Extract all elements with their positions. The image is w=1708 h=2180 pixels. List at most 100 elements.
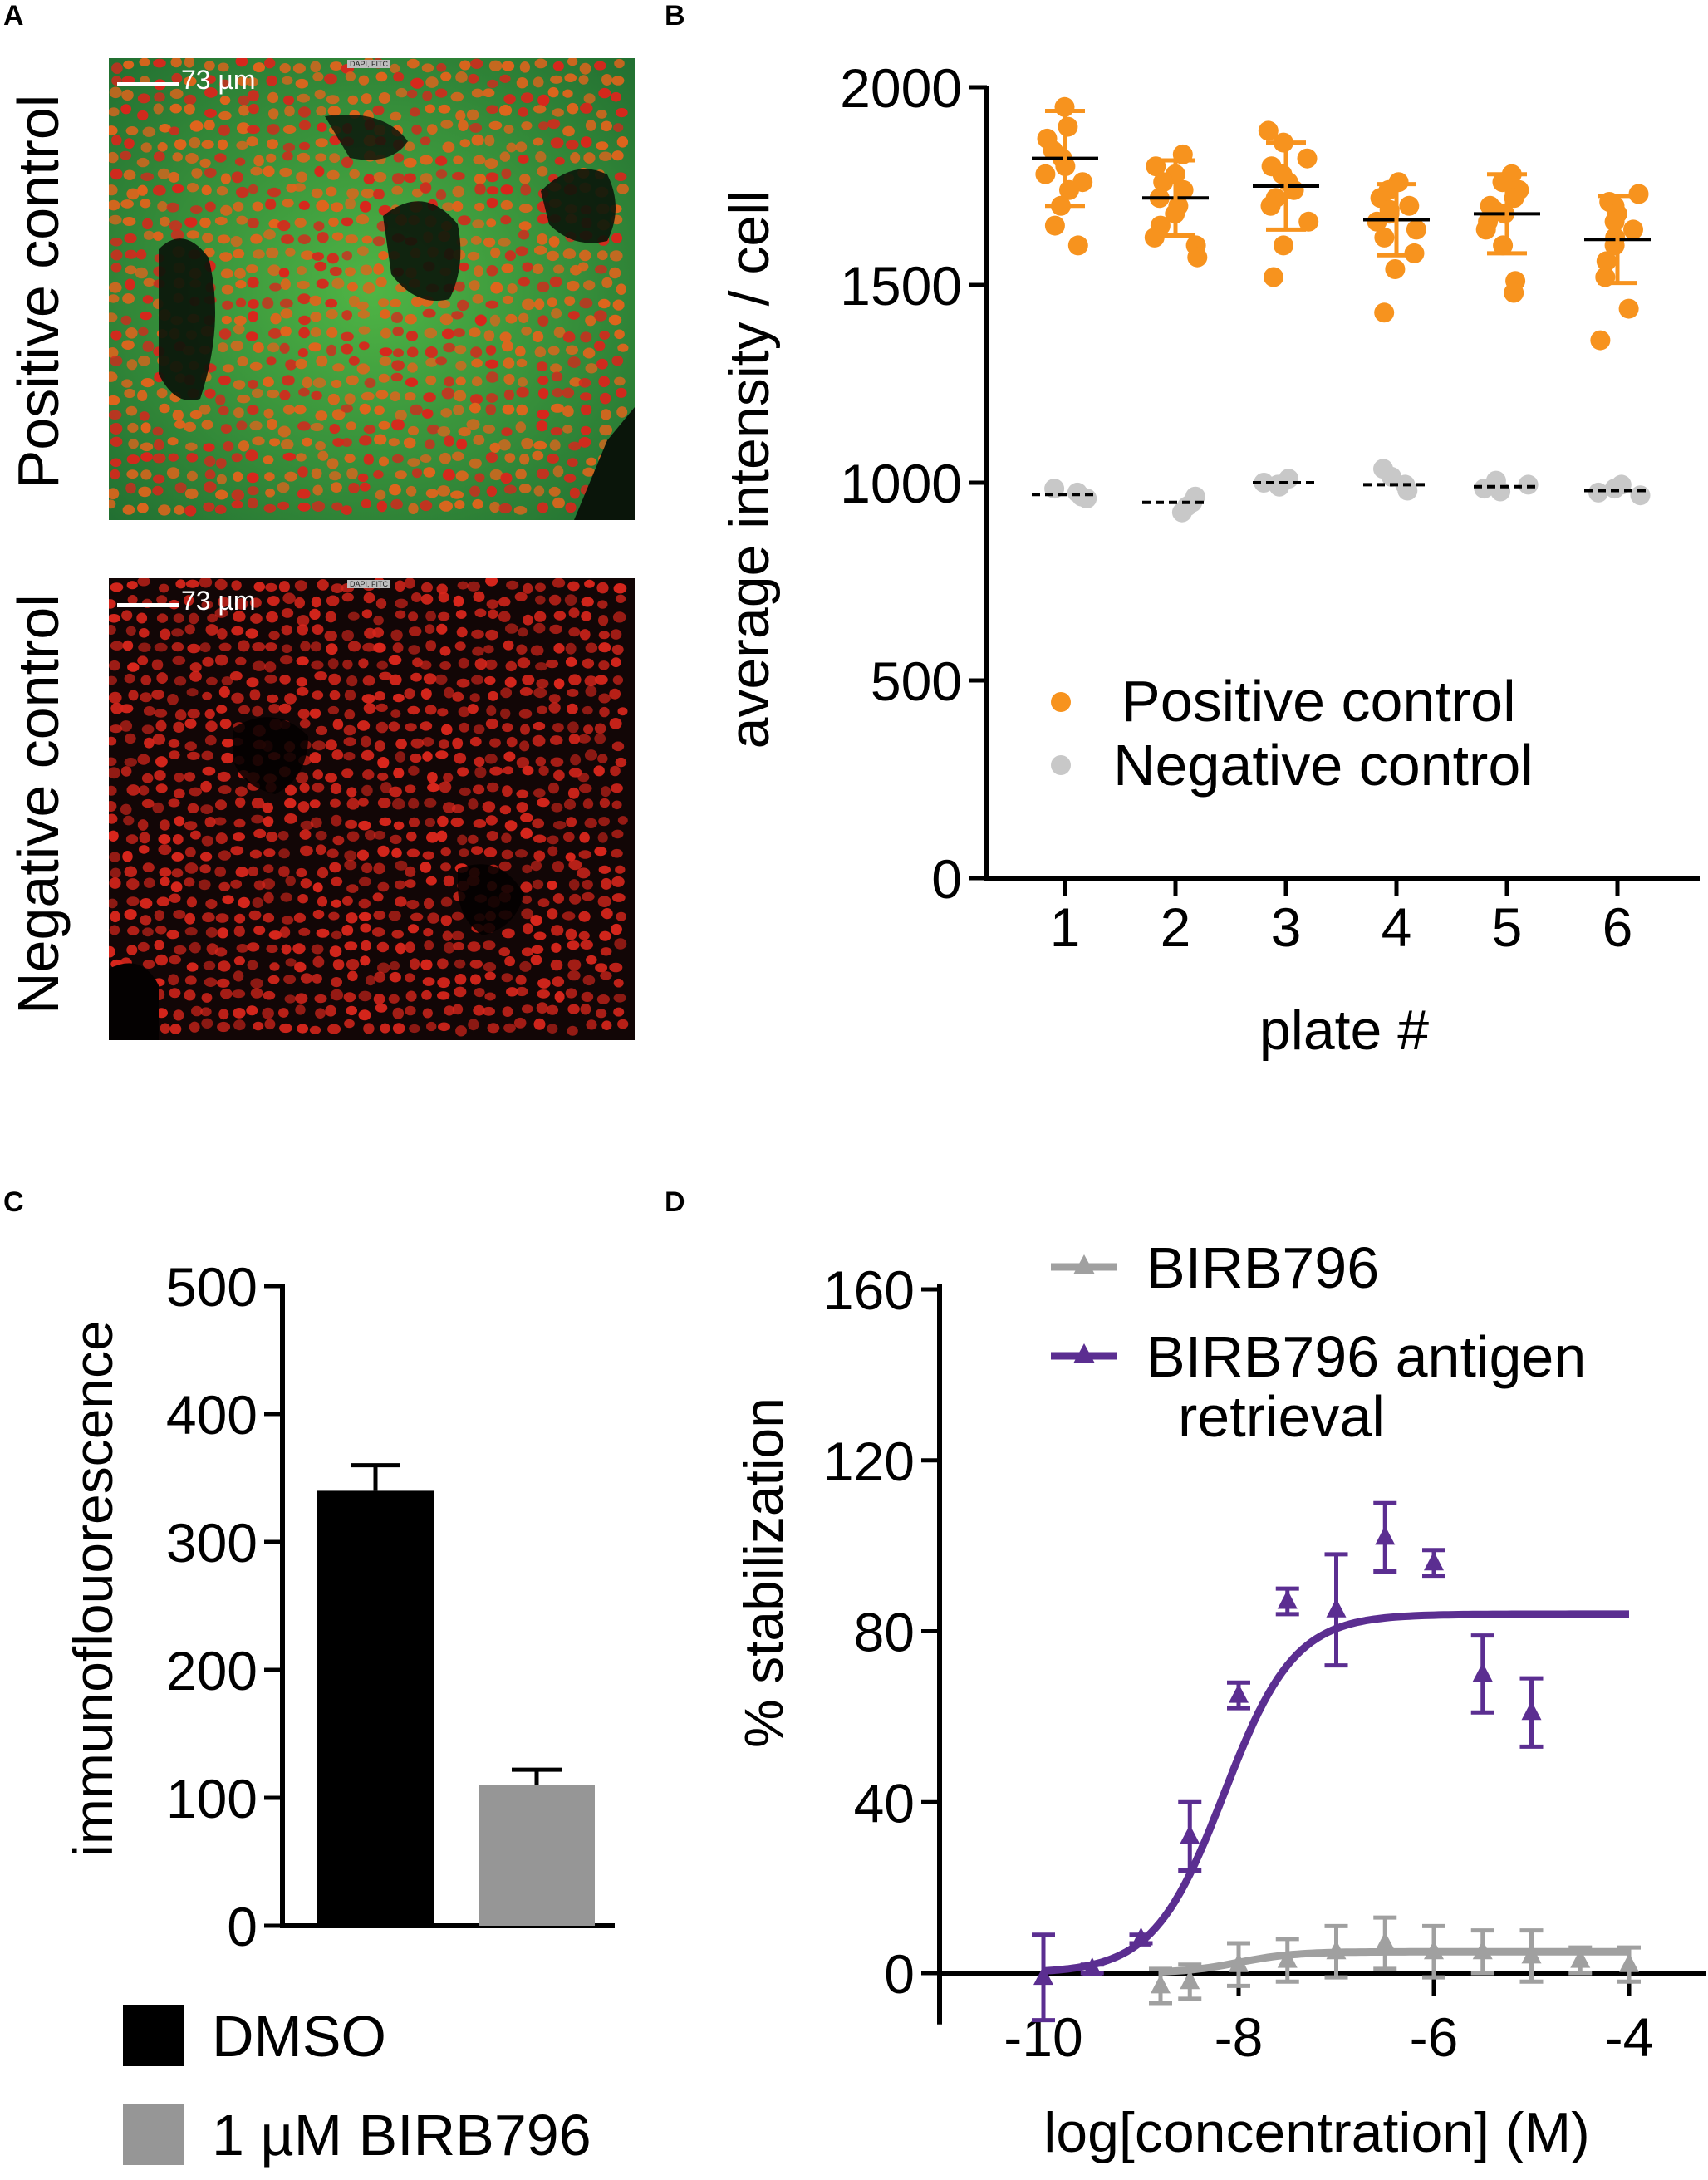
- nucleus: [537, 898, 550, 907]
- nucleus: [422, 751, 433, 762]
- b-point: [1035, 164, 1056, 184]
- nucleus: [358, 658, 369, 669]
- nucleus: [579, 249, 591, 262]
- nucleus: [537, 409, 550, 420]
- nucleus: [582, 705, 593, 715]
- nucleus: [474, 183, 486, 195]
- nucleus: [566, 280, 580, 292]
- nucleus: [330, 482, 342, 493]
- nucleus: [279, 926, 291, 938]
- nucleus: [356, 214, 370, 225]
- c-marks: [317, 1463, 595, 1926]
- nucleus: [174, 420, 186, 429]
- nucleus: [358, 798, 369, 807]
- nucleus: [562, 405, 574, 417]
- nucleus: [348, 483, 360, 493]
- nucleus: [438, 611, 450, 621]
- nucleus: [550, 75, 563, 84]
- nucleus: [501, 832, 512, 843]
- nucleus: [562, 248, 577, 259]
- nucleus: [314, 89, 326, 100]
- nucleus: [570, 152, 581, 164]
- nucleus: [268, 631, 280, 640]
- nucleus: [404, 688, 415, 700]
- nucleus: [230, 340, 244, 351]
- nucleus: [358, 911, 372, 921]
- nucleus: [300, 845, 313, 857]
- nucleus: [423, 392, 436, 403]
- nucleus: [534, 298, 545, 311]
- nucleus: [123, 60, 135, 70]
- nucleus: [407, 924, 420, 934]
- nucleus: [483, 330, 495, 341]
- nucleus: [221, 315, 232, 325]
- nucleus: [109, 625, 116, 635]
- nucleus: [536, 420, 548, 432]
- nucleus: [296, 453, 307, 462]
- nucleus: [521, 326, 532, 336]
- nucleus: [593, 341, 606, 351]
- nucleus: [469, 458, 482, 469]
- nucleus: [184, 421, 196, 432]
- nucleus: [437, 708, 449, 717]
- nucleus: [300, 878, 312, 889]
- nucleus: [171, 72, 183, 84]
- nucleus: [358, 75, 370, 86]
- nucleus: [613, 583, 627, 594]
- nucleus: [205, 899, 218, 909]
- nucleus: [459, 60, 471, 71]
- nucleus: [270, 312, 282, 325]
- nucleus: [282, 452, 297, 461]
- nucleus: [361, 391, 375, 401]
- nucleus: [390, 111, 402, 121]
- nucleus: [486, 782, 499, 793]
- c-legend-birb-label: 1 µM BIRB796: [212, 2103, 591, 2168]
- nucleus: [614, 329, 625, 340]
- nucleus: [249, 849, 262, 859]
- nucleus: [617, 816, 628, 825]
- nucleus: [562, 387, 575, 399]
- nucleus: [279, 675, 291, 685]
- nucleus: [437, 991, 450, 1000]
- nucleus: [598, 298, 611, 309]
- nucleus: [189, 787, 202, 797]
- nucleus: [373, 862, 385, 875]
- nucleus: [474, 608, 487, 618]
- nucleus: [440, 862, 451, 872]
- nucleus: [506, 736, 518, 748]
- nucleus: [233, 1019, 246, 1031]
- nucleus: [611, 893, 626, 902]
- d-point: [1151, 1974, 1171, 1994]
- nucleus: [374, 740, 385, 752]
- nucleus: [142, 341, 155, 352]
- nucleus: [521, 947, 533, 957]
- nucleus: [311, 468, 322, 479]
- nucleus: [247, 960, 258, 970]
- nucleus: [238, 440, 250, 452]
- nucleus: [235, 786, 248, 797]
- nucleus: [109, 488, 120, 500]
- nucleus: [279, 1023, 292, 1034]
- panel-b-letter: B: [665, 0, 685, 32]
- nucleus: [408, 626, 422, 636]
- nucleus: [203, 443, 215, 452]
- nucleus: [278, 581, 290, 593]
- nucleus: [513, 506, 528, 515]
- nucleus: [577, 734, 591, 744]
- nucleus: [138, 785, 150, 796]
- nucleus: [312, 501, 326, 512]
- nucleus: [455, 1025, 467, 1037]
- nucleus: [125, 126, 139, 135]
- nucleus: [297, 152, 310, 163]
- b-point: [1367, 211, 1387, 232]
- nucleus: [361, 93, 372, 105]
- nucleus: [547, 346, 560, 356]
- negative-scale-text: 73 µm: [181, 586, 256, 616]
- nucleus: [299, 141, 310, 150]
- nucleus: [486, 197, 498, 209]
- nucleus: [362, 642, 376, 652]
- nucleus: [392, 1023, 405, 1034]
- nucleus: [314, 261, 327, 272]
- nucleus: [330, 989, 344, 1001]
- nucleus: [484, 992, 496, 1001]
